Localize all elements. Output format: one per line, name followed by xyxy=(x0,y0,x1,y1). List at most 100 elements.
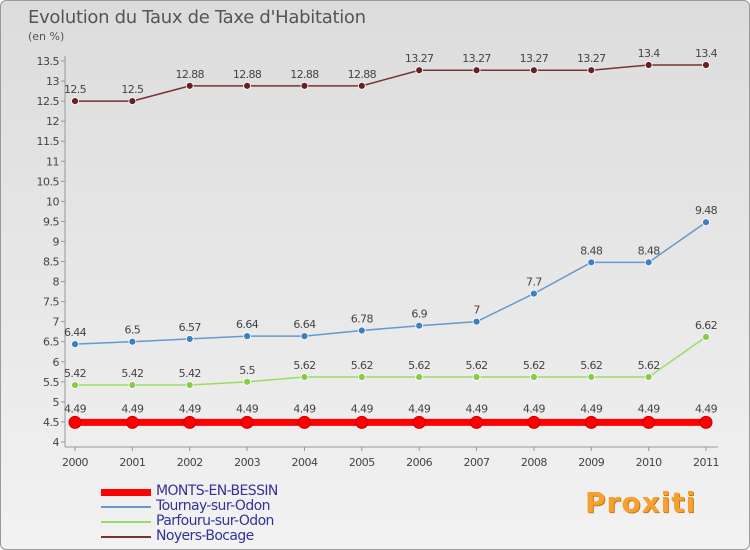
data-label: 6.64 xyxy=(236,318,259,331)
data-label: 5.5 xyxy=(239,364,255,377)
y-axis-unit: (en %) xyxy=(28,30,65,43)
y-tick-label: 6 xyxy=(53,356,60,369)
x-tick-label: 2008 xyxy=(521,456,547,469)
x-tick-label: 2010 xyxy=(636,456,662,469)
series-line-1 xyxy=(74,221,707,345)
y-tick-label: 6.5 xyxy=(43,336,59,349)
data-point xyxy=(699,415,713,429)
data-label: 13.4 xyxy=(638,47,661,60)
y-tick-label: 4 xyxy=(53,436,60,449)
data-label: 5.62 xyxy=(408,359,430,372)
data-label: 9.48 xyxy=(695,204,718,217)
data-label: 5.62 xyxy=(465,359,487,372)
data-label: 4.49 xyxy=(64,402,87,415)
data-label: 4.49 xyxy=(293,402,316,415)
data-point xyxy=(355,415,369,429)
data-label: 12.88 xyxy=(233,68,262,81)
data-point xyxy=(472,317,481,326)
data-label: 12.5 xyxy=(121,83,144,96)
legend-label-monts: MONTS-EN-BESSIN xyxy=(156,483,278,499)
data-point xyxy=(472,373,481,381)
data-label: 4.49 xyxy=(236,402,259,415)
data-label: 8.48 xyxy=(580,244,603,257)
legend-swatch-noyers xyxy=(101,536,151,538)
data-label: 12.88 xyxy=(348,68,377,81)
data-point xyxy=(128,337,137,346)
data-point xyxy=(357,81,366,90)
data-point xyxy=(470,415,484,429)
proxiti-logo: Proxiti xyxy=(585,486,697,519)
legend-swatch-parfouru xyxy=(101,521,151,523)
data-label: 5.42 xyxy=(121,367,143,380)
data-point xyxy=(530,289,538,298)
y-tick-label: 11.5 xyxy=(37,135,60,148)
data-label: 6.9 xyxy=(411,308,427,321)
data-label: 4.49 xyxy=(695,402,718,415)
data-point xyxy=(185,381,194,389)
data-point xyxy=(412,415,426,429)
data-label: 5.62 xyxy=(293,359,315,372)
data-label: 5.62 xyxy=(351,359,373,372)
data-label: 7 xyxy=(473,304,480,317)
data-label: 13.27 xyxy=(462,52,491,65)
data-label: 13.27 xyxy=(577,52,606,65)
data-label: 13.27 xyxy=(520,52,549,65)
series-line-2 xyxy=(75,336,707,386)
y-tick-label: 8.5 xyxy=(43,256,59,269)
y-tick-label: 7 xyxy=(53,316,60,329)
x-tick-label: 2001 xyxy=(119,456,145,469)
data-point xyxy=(587,258,596,267)
data-point xyxy=(300,373,309,381)
data-point xyxy=(357,326,366,335)
data-label: 4.49 xyxy=(523,402,546,415)
legend-label-parfouru: Parfouru-sur-Odon xyxy=(156,513,274,529)
data-point xyxy=(297,415,311,429)
data-label: 6.62 xyxy=(695,319,717,332)
data-label: 5.42 xyxy=(179,367,201,380)
y-tick-label: 5.5 xyxy=(43,376,59,389)
chart-title: Evolution du Taux de Taxe d'Habitation xyxy=(28,7,366,28)
data-label: 5.62 xyxy=(638,359,660,372)
data-point xyxy=(702,333,710,341)
data-label: 12.88 xyxy=(290,68,319,81)
x-tick-label: 2009 xyxy=(578,456,604,469)
data-point xyxy=(243,332,251,341)
x-tick-label: 2007 xyxy=(464,456,490,469)
data-label: 13.27 xyxy=(405,52,434,65)
data-point xyxy=(587,373,596,381)
data-point xyxy=(243,377,251,386)
data-point xyxy=(530,66,538,75)
x-tick-label: 2002 xyxy=(177,456,203,469)
data-point xyxy=(587,66,596,75)
y-tick-label: 11 xyxy=(46,155,59,168)
y-tick-label: 12 xyxy=(46,115,59,128)
data-point xyxy=(125,415,139,429)
data-point xyxy=(644,61,653,69)
data-point xyxy=(68,415,82,429)
data-point xyxy=(300,332,309,341)
data-point xyxy=(71,340,79,349)
data-label: 4.49 xyxy=(638,402,661,415)
x-tick-label: 2011 xyxy=(693,456,719,469)
y-tick-label: 13.5 xyxy=(37,55,60,68)
data-point xyxy=(71,381,79,389)
data-point xyxy=(584,415,598,429)
data-label: 6.44 xyxy=(64,326,87,339)
data-label: 6.5 xyxy=(125,324,141,337)
legend-swatch-monts xyxy=(101,489,151,496)
data-point xyxy=(185,335,194,343)
y-tick-label: 12.5 xyxy=(37,95,60,108)
data-point xyxy=(71,97,79,106)
data-point xyxy=(702,61,710,69)
data-label: 12.88 xyxy=(175,68,204,81)
data-label: 4.49 xyxy=(121,402,144,415)
data-label: 4.49 xyxy=(408,402,431,415)
data-point xyxy=(183,415,197,429)
data-point xyxy=(644,373,653,381)
data-point xyxy=(644,258,653,267)
data-point xyxy=(642,415,656,429)
y-tick-label: 10 xyxy=(46,195,59,208)
x-tick-label: 2006 xyxy=(406,456,432,469)
y-tick-label: 9.5 xyxy=(43,215,59,228)
